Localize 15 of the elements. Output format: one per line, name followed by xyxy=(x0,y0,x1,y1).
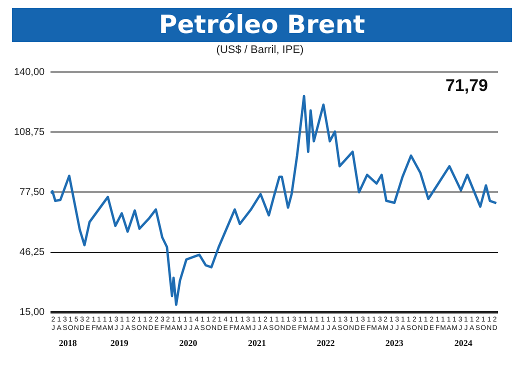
y-tick-label: 108,75 xyxy=(14,126,46,138)
annotation: 71,79 xyxy=(445,76,488,96)
y-tick-label: 46,25 xyxy=(20,247,46,258)
x2-tick-label: 2024 xyxy=(454,338,473,348)
x2-tick-label: 2021 xyxy=(248,338,266,348)
x2-tick-label: 2019 xyxy=(110,338,129,348)
y-tick-label: 140,00 xyxy=(14,66,46,78)
chart-title: Petróleo Brent xyxy=(12,8,512,42)
x2-tick-label: 2022 xyxy=(316,338,336,348)
y-tick-label: 15,00 xyxy=(20,307,46,318)
chart-subtitle: (US$ / Barril, IPE) xyxy=(215,44,305,56)
x2-tick-label: 2020 xyxy=(179,338,198,348)
x2-tick-label: 2023 xyxy=(385,338,404,348)
x2-tick-label: 2018 xyxy=(58,338,78,348)
y-tick-label: 77,50 xyxy=(20,186,46,198)
